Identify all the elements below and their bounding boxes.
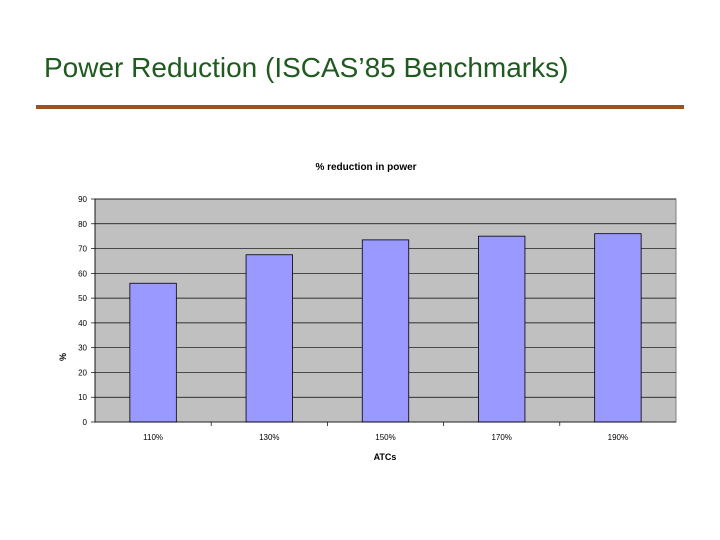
y-tick-label: 40 (78, 319, 87, 328)
x-tick-label: 150% (375, 433, 395, 442)
x-tick-label: 130% (259, 433, 279, 442)
bar-130% (245, 254, 293, 423)
y-tick-label: 0 (83, 418, 88, 427)
y-tick-label: 50 (78, 294, 87, 303)
slide-title: Power Reduction (ISCAS’85 Benchmarks) (44, 52, 569, 83)
bar-150% (361, 239, 410, 423)
bar-190% (594, 233, 642, 423)
x-axis-title: ATCs (374, 452, 397, 462)
x-tick-label: 190% (608, 433, 628, 442)
x-tick-label: 170% (491, 433, 511, 442)
y-tick-label: 70 (78, 245, 87, 254)
y-axis-title: % (58, 353, 68, 361)
y-tick-label: 20 (78, 368, 87, 377)
y-tick-label: 90 (78, 195, 87, 204)
y-tick-label: 10 (78, 393, 87, 402)
bar-110% (129, 282, 177, 423)
y-tick-label: 80 (78, 220, 87, 229)
y-tick-label: 30 (78, 344, 87, 353)
y-tick-label: 60 (78, 269, 87, 278)
title-divider (36, 105, 684, 109)
bar-170% (478, 235, 526, 423)
x-tick-label: 110% (143, 433, 163, 442)
chart-title: % reduction in power (315, 162, 416, 173)
